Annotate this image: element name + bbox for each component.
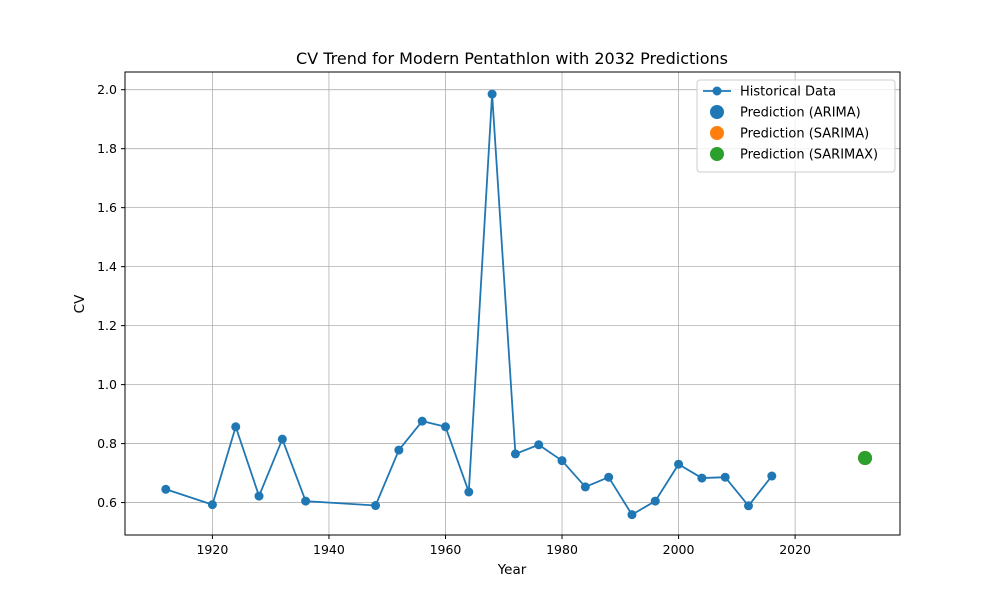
- historical-data-point: [650, 496, 660, 506]
- historical-data-point: [674, 459, 684, 469]
- y-axis-label: CV: [72, 294, 88, 313]
- y-tick-label: 1.6: [97, 200, 117, 215]
- historical-data-point: [720, 472, 730, 482]
- legend-box: [696, 79, 896, 173]
- y-tick-label: 1.2: [97, 318, 117, 333]
- historical-data-point: [534, 440, 544, 450]
- y-tick-label: 1.8: [97, 141, 117, 156]
- legend-marker: [710, 147, 724, 161]
- historical-data-point: [277, 434, 287, 444]
- historical-data-point: [417, 416, 427, 426]
- grid: [125, 72, 900, 535]
- x-tick-label: 1940: [313, 542, 345, 557]
- chart-title: CV Trend for Modern Pentathlon with 2032…: [296, 49, 728, 68]
- historical-data-line: [165, 93, 773, 516]
- prediction-point: [858, 451, 873, 466]
- historical-data-point: [231, 422, 241, 432]
- x-tick-label: 2000: [663, 542, 695, 557]
- historical-data-point: [464, 487, 474, 497]
- x-tick-label: 1920: [196, 542, 228, 557]
- x-tick-label: 1980: [546, 542, 578, 557]
- x-tick-label: 1960: [430, 542, 462, 557]
- legend-label: Prediction (SARIMAX): [740, 148, 878, 163]
- historical-data-point: [440, 422, 450, 432]
- plot-frame: [124, 71, 901, 536]
- historical-data-point: [743, 501, 753, 511]
- historical-data-point: [510, 449, 520, 459]
- historical-data-point: [580, 482, 590, 492]
- historical-data-point: [207, 500, 217, 510]
- axes: 1920 1940 1960 1980 2000 2020 0.6 0.8 1.0 1.2 1.4 1…: [97, 71, 901, 557]
- historical-data-point: [371, 501, 381, 511]
- historical-data-point: [767, 471, 777, 481]
- historical-data-point: [557, 456, 567, 466]
- historical-data-point: [604, 472, 614, 482]
- historical-data-point: [394, 445, 404, 455]
- historical-data-point: [254, 491, 264, 501]
- legend-label: Historical Data: [740, 85, 836, 100]
- legend-marker: [712, 86, 722, 96]
- legend-marker: [710, 126, 724, 140]
- historical-data-point: [627, 510, 637, 520]
- x-tick-label: 2020: [779, 542, 811, 557]
- historical-data-point: [301, 496, 311, 506]
- y-tick-label: 2.0: [97, 82, 117, 97]
- series: [161, 89, 873, 520]
- y-tick-label: 0.6: [97, 495, 117, 510]
- legend-marker: [710, 105, 724, 119]
- historical-data-point: [697, 473, 707, 483]
- historical-data-point: [161, 484, 171, 494]
- legend: Historical Data Prediction (ARIMA) Predict…: [696, 79, 896, 173]
- x-axis-label: Year: [497, 562, 527, 578]
- y-tick-label: 1.0: [97, 377, 117, 392]
- legend-label: Prediction (SARIMA): [740, 127, 869, 142]
- legend-label: Prediction (ARIMA): [740, 106, 861, 121]
- y-tick-label: 0.8: [97, 436, 117, 451]
- historical-data-point: [487, 89, 497, 99]
- y-tick-label: 1.4: [97, 259, 117, 274]
